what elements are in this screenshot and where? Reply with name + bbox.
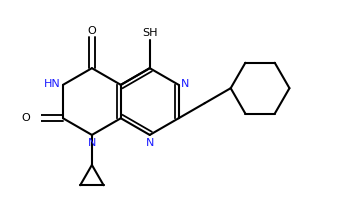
Text: HN: HN [44,79,61,89]
Text: O: O [87,26,96,36]
Text: N: N [146,138,155,147]
Text: N: N [181,79,189,89]
Text: O: O [21,113,30,123]
Text: N: N [88,138,97,147]
Text: SH: SH [142,28,158,38]
